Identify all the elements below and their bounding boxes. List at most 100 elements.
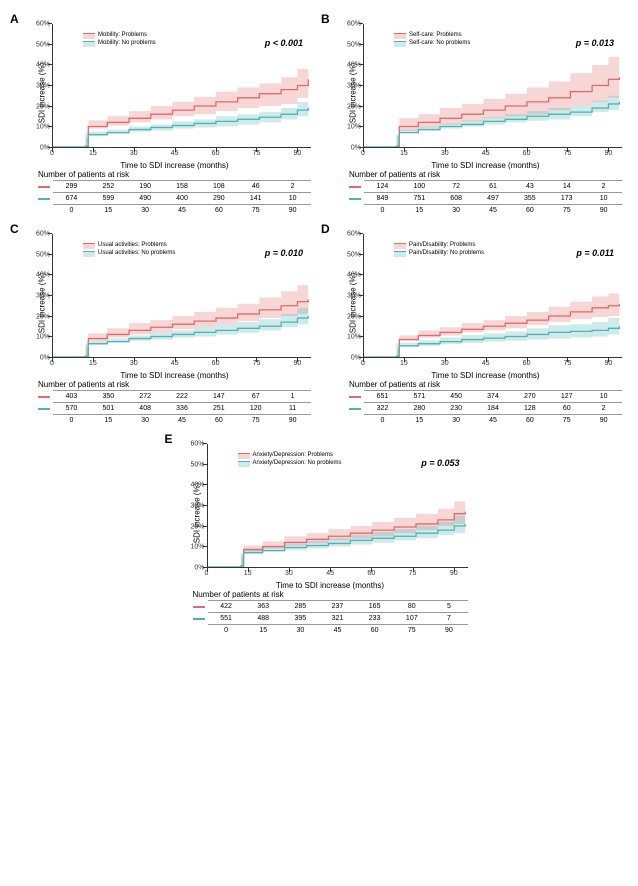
y-tick: 10% [30,124,50,131]
risk-cell: 488 [245,613,282,624]
risk-axis-tick: 15 [90,415,127,426]
risk-table: 6515714503742701271032228023018412860201… [349,390,622,426]
y-tick: 60% [30,21,50,28]
risk-cell: 10 [274,193,311,204]
y-tick: 50% [341,41,361,48]
panel-A: ASDI increase (%)Time to SDI increase (m… [10,10,317,216]
legend-swatch-noproblems [394,41,406,47]
chart-area: SDI increase (%)Time to SDI increase (mo… [38,18,311,168]
risk-cell: 336 [164,403,201,414]
risk-cell: 80 [393,601,430,612]
risk-axis-tick: 60 [200,415,237,426]
risk-cell: 72 [438,181,475,192]
risk-cell: 570 [53,403,90,414]
legend-label-noproblems: Anxiety/Depression: No problems [253,460,342,468]
risk-axis-row: 0153045607590 [208,625,468,636]
series-dash-icon [38,408,50,410]
risk-cell: 501 [90,403,127,414]
y-tick: 20% [185,523,205,530]
y-tick: 20% [30,103,50,110]
y-tick: 0% [185,565,205,572]
y-tick: 20% [341,313,361,320]
risk-cell: 1 [274,391,311,402]
legend-swatch-noproblems [83,41,95,47]
risk-cell: 14 [548,181,585,192]
legend-swatch-problems [238,453,250,459]
risk-cell: 350 [90,391,127,402]
risk-table-title: Number of patients at risk [38,380,317,389]
risk-axis-tick: 75 [393,625,430,636]
risk-cell: 230 [438,403,475,414]
risk-axis-tick: 0 [53,415,90,426]
legend-swatch-problems [83,243,95,249]
risk-cell: 497 [475,193,512,204]
legend-swatch-problems [83,33,95,39]
legend: Pain/Disability: Problems Pain/Disabilit… [394,242,484,258]
y-axis-label: SDI increase (%) [349,63,358,123]
panel-label: D [321,222,330,236]
risk-cell: 184 [475,403,512,414]
risk-cell: 450 [438,391,475,402]
plot-region: Self-care: Problems Self-care: No proble… [363,24,622,148]
risk-axis-tick: 15 [401,415,438,426]
risk-table: 1241007261431428497516084973551731001530… [349,180,622,216]
y-tick: 10% [341,334,361,341]
risk-cell: 299 [53,181,90,192]
series-dash-icon [349,396,361,398]
x-axis-label: Time to SDI increase (months) [120,161,228,170]
risk-row-noproblems: 57050140833625112011 [38,403,311,415]
risk-cell: 237 [319,601,356,612]
legend-row-problems: Self-care: Problems [394,32,470,40]
legend-row-noproblems: Self-care: No problems [394,40,470,48]
x-axis-label: Time to SDI increase (months) [276,581,384,590]
risk-cell: 128 [511,403,548,414]
y-tick: 40% [30,62,50,69]
y-tick: 30% [185,503,205,510]
risk-table: 4223632852371658055514883953212331077015… [193,600,468,636]
y-tick: 10% [30,334,50,341]
p-value: p = 0.010 [265,248,303,258]
risk-axis-tick: 60 [511,415,548,426]
risk-axis-tick: 75 [237,415,274,426]
legend-label-problems: Mobility: Problems [98,32,147,40]
risk-table: 4033502722221476715705014083362511201101… [38,390,311,426]
risk-axis-tick: 90 [274,415,311,426]
risk-axis-tick: 90 [585,205,622,216]
p-value: p = 0.013 [576,38,614,48]
series-dash-icon [349,198,361,200]
p-value: p < 0.001 [265,38,303,48]
risk-cell: 173 [548,193,585,204]
risk-cell: 272 [127,391,164,402]
series-dash-icon [38,198,50,200]
series-dash-icon [38,396,50,398]
y-tick: 60% [341,231,361,238]
y-tick: 40% [185,482,205,489]
y-tick: 0% [341,355,361,362]
risk-cell: 290 [200,193,237,204]
y-tick: 60% [185,441,205,448]
risk-axis-row: 0153045607590 [53,415,311,426]
risk-cell: 11 [274,403,311,414]
risk-axis-tick: 90 [430,625,467,636]
y-tick: 10% [341,124,361,131]
legend: Usual activities: Problems Usual activit… [83,242,175,258]
plot-region: Usual activities: Problems Usual activit… [52,234,311,358]
legend-swatch-problems [394,33,406,39]
legend-label-problems: Pain/Disability: Problems [409,242,475,250]
risk-cell: 490 [127,193,164,204]
y-tick: 30% [341,83,361,90]
y-tick: 20% [341,103,361,110]
risk-cell: 120 [237,403,274,414]
risk-axis-tick: 90 [274,205,311,216]
y-tick: 30% [30,293,50,300]
legend-row-problems: Usual activities: Problems [83,242,175,250]
y-tick: 60% [30,231,50,238]
risk-cell: 551 [208,613,245,624]
risk-axis-tick: 0 [364,205,401,216]
risk-axis-tick: 45 [164,415,201,426]
risk-cell: 571 [401,391,438,402]
risk-cell: 7 [430,613,467,624]
legend-row-noproblems: Pain/Disability: No problems [394,250,484,258]
plot-region: Anxiety/Depression: Problems Anxiety/Dep… [207,444,468,568]
series-dash-icon [349,186,361,188]
